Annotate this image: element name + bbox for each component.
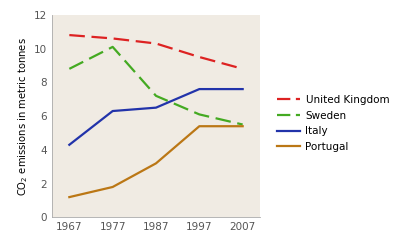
Legend: United Kingdom, Sweden, Italy, Portugal: United Kingdom, Sweden, Italy, Portugal xyxy=(273,91,393,156)
Y-axis label: CO$_2$ emissions in metric tonnes: CO$_2$ emissions in metric tonnes xyxy=(16,37,30,196)
